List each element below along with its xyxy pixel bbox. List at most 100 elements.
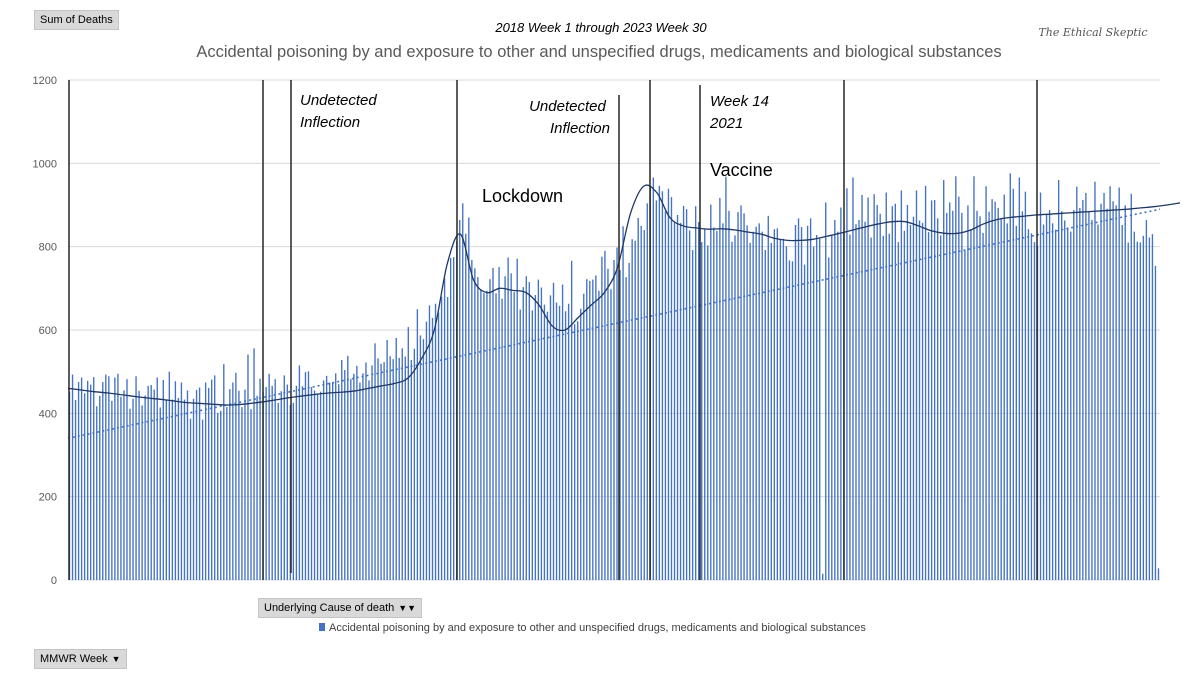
bar bbox=[223, 364, 225, 580]
bar bbox=[767, 215, 769, 581]
bar bbox=[1085, 192, 1087, 580]
bar bbox=[567, 303, 570, 580]
bar bbox=[156, 377, 158, 580]
bar bbox=[153, 389, 155, 580]
bar bbox=[144, 395, 146, 580]
bar bbox=[1148, 237, 1151, 580]
bar bbox=[192, 398, 195, 580]
bar bbox=[398, 357, 400, 580]
bar bbox=[322, 380, 325, 580]
bar bbox=[217, 412, 219, 580]
bar bbox=[604, 250, 606, 581]
bar bbox=[601, 256, 603, 580]
bar bbox=[180, 382, 183, 580]
bar bbox=[138, 390, 140, 580]
underlying-cause-field-button[interactable]: Underlying Cause of death ▼▼ bbox=[258, 598, 423, 618]
legend-label: Accidental poisoning by and exposure to … bbox=[329, 622, 866, 634]
bar bbox=[468, 217, 470, 580]
bar bbox=[165, 400, 167, 580]
bar bbox=[434, 303, 437, 580]
bar bbox=[1030, 233, 1033, 581]
bar bbox=[1070, 231, 1072, 580]
bar bbox=[256, 395, 258, 580]
bar bbox=[132, 398, 134, 580]
bar bbox=[332, 382, 334, 580]
mmwr-week-label: MMWR Week bbox=[40, 653, 108, 665]
bar bbox=[292, 402, 295, 580]
filter-dropdown-icon[interactable]: ▼▼ bbox=[398, 603, 417, 613]
bar bbox=[1154, 265, 1157, 580]
bar bbox=[1091, 220, 1093, 580]
bar bbox=[1088, 212, 1090, 581]
mmwr-week-field-button[interactable]: MMWR Week ▼ bbox=[34, 649, 127, 669]
bar bbox=[232, 382, 234, 580]
bar bbox=[673, 221, 676, 580]
bar bbox=[253, 348, 255, 580]
bar bbox=[580, 308, 582, 580]
bar bbox=[921, 222, 924, 580]
bar bbox=[809, 218, 812, 581]
bar bbox=[120, 396, 122, 580]
bar bbox=[259, 378, 261, 580]
bar bbox=[407, 327, 409, 580]
bar bbox=[395, 337, 397, 580]
bar bbox=[356, 365, 358, 580]
bar bbox=[204, 382, 207, 580]
bar bbox=[477, 277, 479, 580]
bar bbox=[274, 379, 276, 580]
bar bbox=[93, 377, 95, 580]
bar bbox=[383, 362, 385, 580]
trend-lines bbox=[67, 184, 1181, 440]
smoothed-trendline bbox=[67, 184, 1181, 406]
bar bbox=[362, 373, 364, 580]
annotation-vaccine: Vaccine bbox=[710, 160, 773, 180]
bar bbox=[722, 223, 724, 581]
bar bbox=[698, 222, 700, 581]
bar bbox=[1106, 208, 1108, 580]
bar bbox=[465, 233, 467, 580]
underlying-cause-label: Underlying Cause of death bbox=[264, 602, 395, 614]
bar bbox=[924, 185, 927, 581]
bar bbox=[918, 220, 921, 580]
bar bbox=[849, 234, 851, 581]
bar bbox=[694, 206, 697, 580]
bar bbox=[1064, 220, 1066, 580]
bar bbox=[207, 387, 210, 580]
bar bbox=[970, 229, 972, 580]
bar bbox=[949, 202, 951, 580]
annotations: Undetected Inflection Lockdown Undetecte… bbox=[300, 92, 773, 206]
bar bbox=[761, 231, 763, 580]
bar bbox=[483, 292, 485, 580]
bar bbox=[688, 230, 691, 580]
bar bbox=[964, 250, 966, 580]
bar bbox=[462, 203, 464, 581]
bar bbox=[652, 177, 655, 580]
bar bbox=[583, 293, 585, 580]
bar bbox=[558, 305, 561, 580]
bar bbox=[247, 354, 249, 580]
bar bbox=[235, 372, 237, 580]
bar bbox=[459, 220, 461, 580]
bar bbox=[286, 384, 288, 580]
bar bbox=[855, 224, 857, 580]
bar-series bbox=[68, 173, 1160, 581]
bar bbox=[74, 400, 77, 580]
bar bbox=[1151, 234, 1154, 580]
dropdown-arrow-icon[interactable]: ▼ bbox=[111, 654, 121, 664]
bar bbox=[1057, 180, 1060, 580]
sum-of-deaths-field-button[interactable]: Sum of Deaths bbox=[34, 10, 119, 30]
bar bbox=[186, 390, 189, 580]
bar bbox=[637, 217, 639, 580]
bar bbox=[903, 230, 906, 581]
bar bbox=[495, 293, 497, 580]
bar bbox=[891, 206, 893, 580]
bar bbox=[573, 324, 576, 580]
bar bbox=[867, 197, 869, 580]
bar bbox=[489, 279, 491, 580]
bar bbox=[888, 233, 890, 580]
y-tick-label: 800 bbox=[39, 242, 57, 254]
bar bbox=[189, 418, 192, 580]
bar bbox=[592, 279, 594, 580]
bar bbox=[837, 231, 839, 580]
bar bbox=[1124, 205, 1126, 580]
